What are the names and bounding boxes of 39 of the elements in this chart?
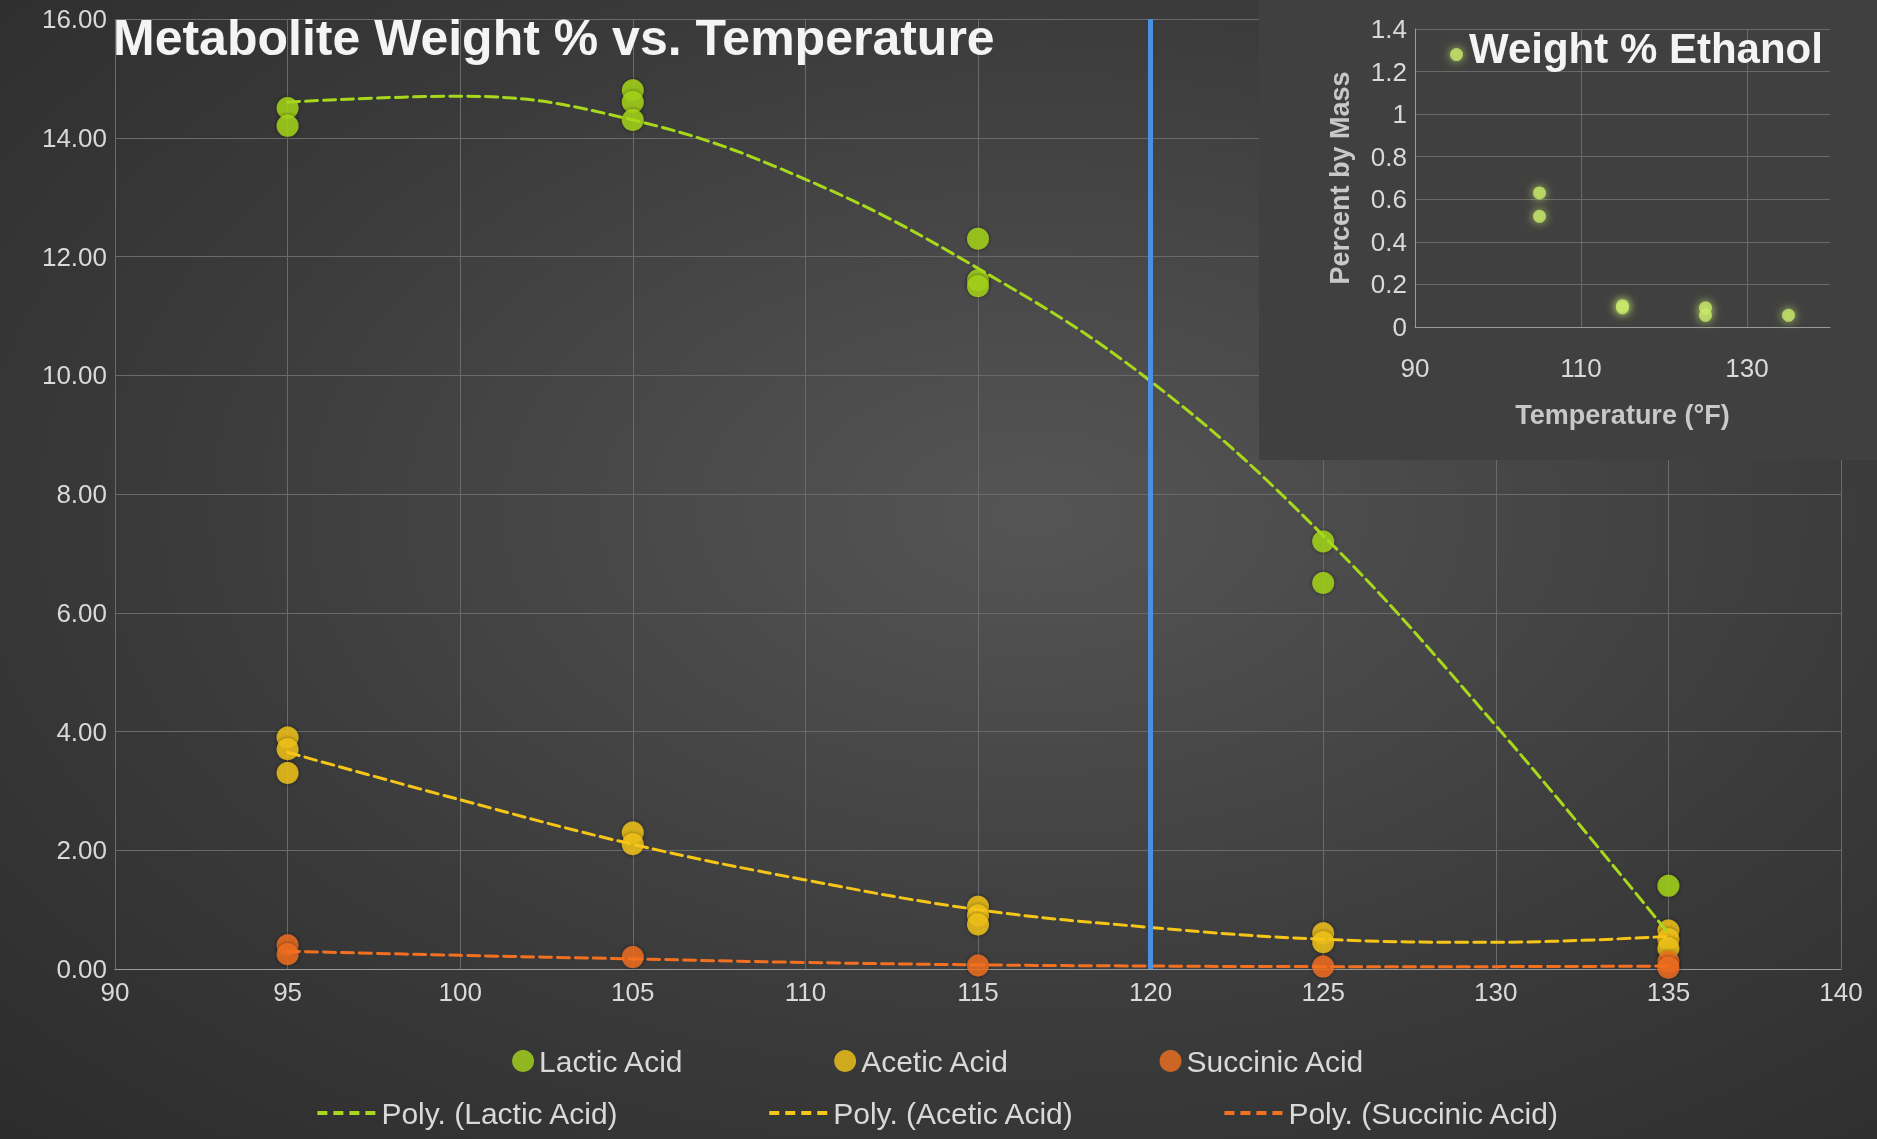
y-tick-label: 1.2 <box>1370 56 1407 87</box>
x-tick-label: 100 <box>438 977 482 1007</box>
x-tick-label: 90 <box>1400 353 1430 383</box>
x-tick-label: 140 <box>1819 977 1863 1007</box>
y-tick-label: 0.6 <box>1370 184 1407 215</box>
x-tick-label: 110 <box>784 977 827 1007</box>
y-tick-label: 0.8 <box>1370 141 1407 172</box>
y-tick-label: 0 <box>1392 312 1407 342</box>
y-tick-label: 1.4 <box>1370 14 1407 44</box>
y-tick-label: 1 <box>1392 99 1407 130</box>
x-tick-label: 110 <box>1560 353 1602 383</box>
legend-label: Acetic Acid <box>861 1044 1008 1078</box>
x-tick-label: 115 <box>957 977 999 1007</box>
x-axis-title: Temperature (°F) <box>1515 399 1730 430</box>
y-tick-label: 6.00 <box>56 597 107 628</box>
x-tick-label: 135 <box>1646 977 1691 1007</box>
legend-label: Poly. (Acetic Acid) <box>833 1096 1073 1130</box>
y-tick-label: 0.2 <box>1370 269 1407 300</box>
y-tick-label: 8.00 <box>56 479 107 509</box>
legend-label: Poly. (Succinic Acid) <box>1288 1096 1558 1130</box>
y-tick-label: 4.00 <box>56 716 107 747</box>
legend-label: Poly. (Lactic Acid) <box>381 1096 618 1130</box>
chart-title: Metabolite Weight % vs. Temperature <box>113 10 995 66</box>
x-tick-label: 95 <box>273 977 303 1007</box>
x-tick-label: 105 <box>611 977 655 1007</box>
y-tick-label: 16.00 <box>41 4 107 34</box>
legend-label: Succinic Acid <box>1186 1044 1364 1078</box>
y-tick-label: 2.00 <box>56 835 107 866</box>
x-tick-label: 130 <box>1474 977 1518 1007</box>
legend-label: Lactic Acid <box>539 1044 683 1078</box>
chart-title: Weight % Ethanol <box>1469 24 1823 72</box>
x-tick-label: 130 <box>1725 353 1769 383</box>
y-tick-label: 12.00 <box>41 241 107 272</box>
x-tick-label: 125 <box>1301 977 1345 1007</box>
y-tick-label: 10.00 <box>41 360 107 391</box>
x-tick-label: 120 <box>1128 977 1173 1007</box>
y-axis-title: Percent by Mass <box>1324 71 1355 285</box>
y-tick-label: 14.00 <box>41 122 107 153</box>
y-tick-label: 0.4 <box>1370 226 1407 257</box>
